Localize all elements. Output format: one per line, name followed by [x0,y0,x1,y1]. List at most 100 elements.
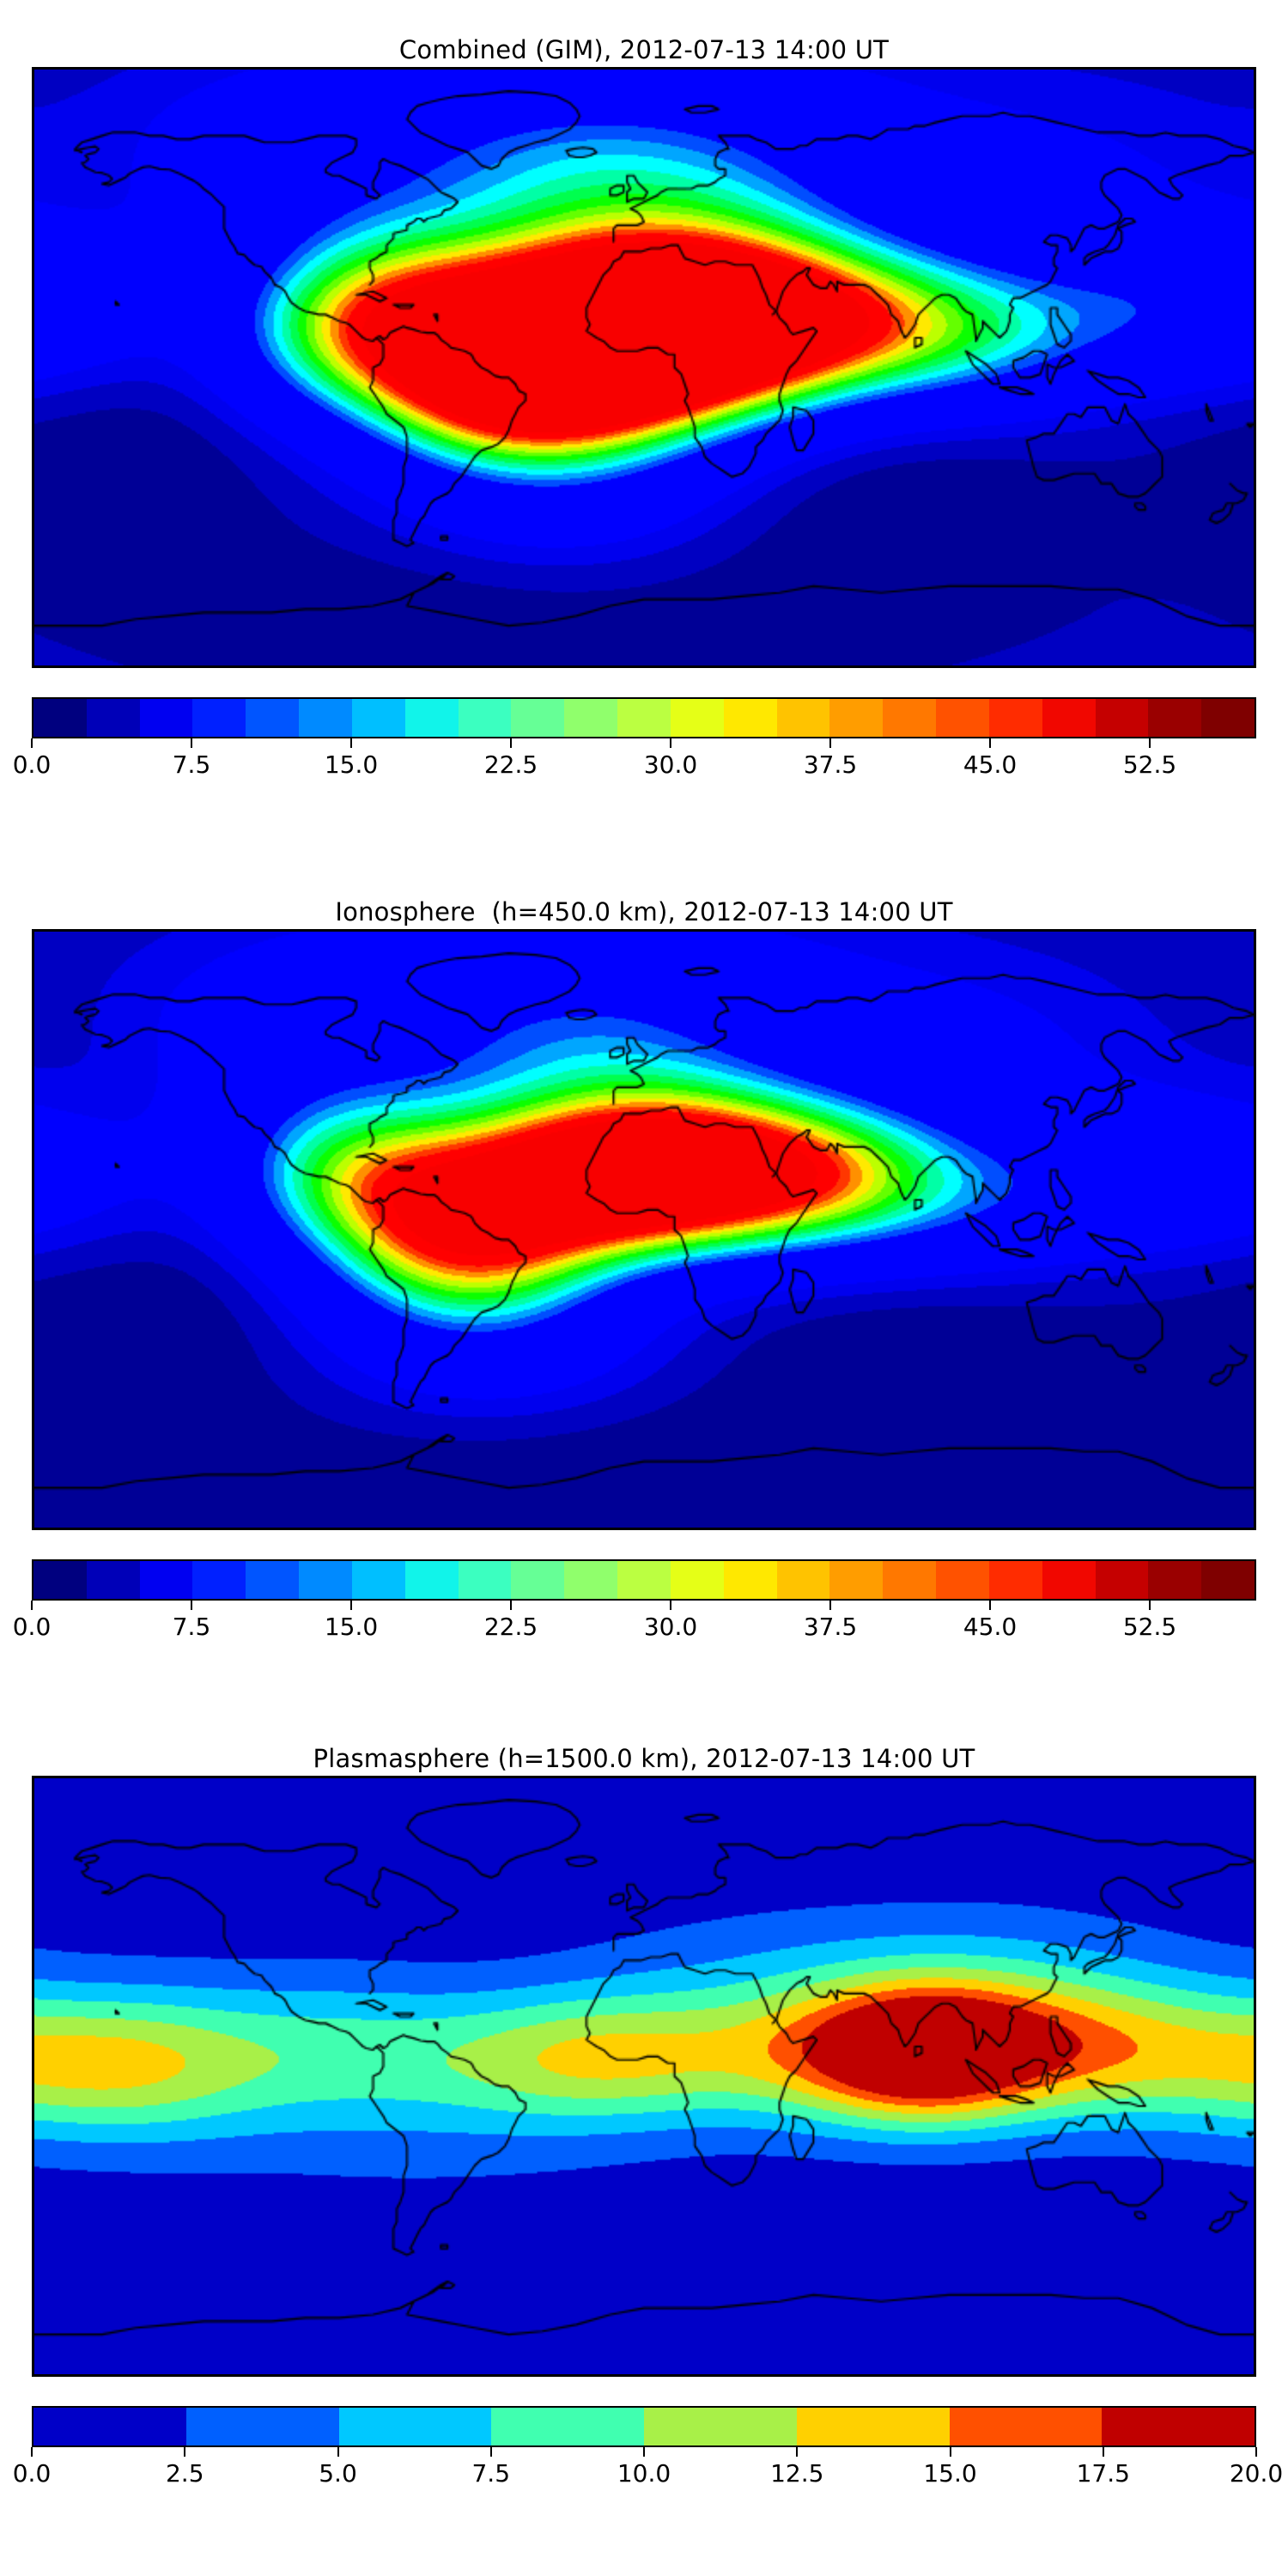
panel-ionosphere: Ionosphere (h=450.0 km), 2012-07-13 14:0… [0,895,1288,1647]
colorbar-tick-label: 2.5 [165,2459,204,2488]
colorbar-tick [989,1601,991,1610]
colorbar-tick [510,738,512,748]
colorbar-band [491,2408,644,2445]
colorbar-band [883,699,937,737]
colorbar-band [246,699,300,737]
colorbar-band [829,699,884,737]
colorbar-tick [989,738,991,748]
colorbar-band [1095,1561,1149,1599]
colorbar-tick-label: 15.0 [324,1613,379,1641]
map-canvas-combined-gim [34,70,1254,665]
colorbar-combined-gim: 0.0 7.5 15.0 22.5 30.0 37.5 45.0 52.5 [13,697,1256,785]
map-plot-combined-gim [32,67,1256,668]
colorbar-band [33,1561,87,1599]
colorbar-band [1201,699,1255,737]
colorbar-tick-label: 0.0 [12,1613,52,1641]
colorbar-band [139,699,193,737]
colorbar-band [192,1561,246,1599]
colorbar-band [1042,1561,1096,1599]
colorbar-band [1201,1561,1255,1599]
colorbar-band [338,2408,492,2445]
colorbar-band [185,2408,339,2445]
colorbar-tick [31,1601,33,1610]
colorbar-tick [949,2447,951,2457]
colorbar-band [776,699,830,737]
colorbar-plasmasphere: 0.0 2.5 5.0 7.5 10.0 12.5 15.0 17.5 20.0 [13,2406,1283,2494]
colorbar-band [796,2408,950,2445]
map-canvas-plasmasphere [34,1778,1254,2374]
colorbar-tick [670,1601,671,1610]
colorbar-tick-label: 17.5 [1076,2459,1130,2488]
colorbar-tick [829,1601,831,1610]
colorbar-tick [670,738,671,748]
colorbar-tick-label: 7.5 [471,2459,511,2488]
map-plot-ionosphere [32,929,1256,1530]
colorbar-band [936,1561,989,1599]
colorbar-band [883,1561,937,1599]
panel-title-plasmasphere: Plasmasphere (h=1500.0 km), 2012-07-13 1… [313,1744,975,1773]
colorbar-band [404,1561,459,1599]
colorbar-tick-label: 30.0 [643,750,698,779]
colorbar-band [458,699,512,737]
colorbar-band [670,1561,724,1599]
colorbar-tick [337,2447,339,2457]
colorbar-tick-label: 7.5 [172,1613,211,1641]
colorbar-tick-label: 22.5 [483,750,538,779]
colorbar-band [829,1561,884,1599]
colorbar-tick-label: 20.0 [1229,2459,1284,2488]
colorbar-tick [1102,2447,1104,2457]
colorbar-tick [1149,738,1151,748]
colorbar-tick-label: 45.0 [963,1613,1018,1641]
colorbar-ticks-plasmasphere [31,2447,1257,2459]
colorbar-tick [829,738,831,748]
colorbar-band [670,699,724,737]
colorbar-band [511,699,565,737]
panel-plasmasphere: Plasmasphere (h=1500.0 km), 2012-07-13 1… [0,1741,1288,2494]
colorbar-band [351,699,405,737]
colorbar-band [1042,699,1096,737]
colorbar-tick-label: 5.0 [319,2459,357,2488]
colorbar-tick-label: 0.0 [12,2459,52,2488]
colorbar-tick-label: 52.5 [1122,750,1177,779]
panel-combined-gim: Combined (GIM), 2012-07-13 14:00 UT 0.0 7… [0,33,1288,785]
colorbar-band [139,1561,193,1599]
colorbar-band [776,1561,830,1599]
map-plot-plasmasphere [32,1776,1256,2377]
colorbar-gradient-ionosphere [32,1559,1256,1601]
colorbar-tick [184,2447,186,2457]
colorbar-band [86,1561,140,1599]
colorbar-tick-label: 37.5 [803,750,858,779]
colorbar-band [33,699,87,737]
colorbar-band [564,1561,618,1599]
colorbar-tick-label: 15.0 [923,2459,977,2488]
colorbar-band [1148,1561,1202,1599]
colorbar-ticks-ionosphere [31,1601,1256,1613]
colorbar-tick [31,738,33,748]
colorbar-band [936,699,989,737]
colorbar-tick-label: 22.5 [483,1613,538,1641]
colorbar-band [564,699,618,737]
colorbar-band [404,699,459,737]
colorbar-tick-label: 45.0 [963,750,1018,779]
colorbar-band [33,2408,186,2445]
colorbar-band [299,1561,352,1599]
colorbar-tick-labels-combined-gim: 0.0 7.5 15.0 22.5 30.0 37.5 45.0 52.5 [13,750,1256,785]
colorbar-tick [510,1601,512,1610]
colorbar-band [458,1561,512,1599]
colorbar-tick-labels-plasmasphere: 0.0 2.5 5.0 7.5 10.0 12.5 15.0 17.5 20.0 [13,2459,1283,2494]
colorbar-tick-label: 10.0 [617,2459,671,2488]
colorbar-band [1148,699,1202,737]
colorbar-band [988,1561,1042,1599]
colorbar-band [988,699,1042,737]
map-canvas-ionosphere [34,932,1254,1528]
colorbar-tick [489,2447,492,2457]
panel-title-ionosphere: Ionosphere (h=450.0 km), 2012-07-13 14:0… [335,897,953,927]
colorbar-gradient-combined-gim [32,697,1256,738]
colorbar-band [644,2408,797,2445]
colorbar-tick-label: 15.0 [324,750,379,779]
colorbar-tick [350,1601,352,1610]
colorbar-tick [1255,2447,1257,2457]
panel-title-combined-gim: Combined (GIM), 2012-07-13 14:00 UT [398,35,890,64]
colorbar-tick [643,2447,645,2457]
